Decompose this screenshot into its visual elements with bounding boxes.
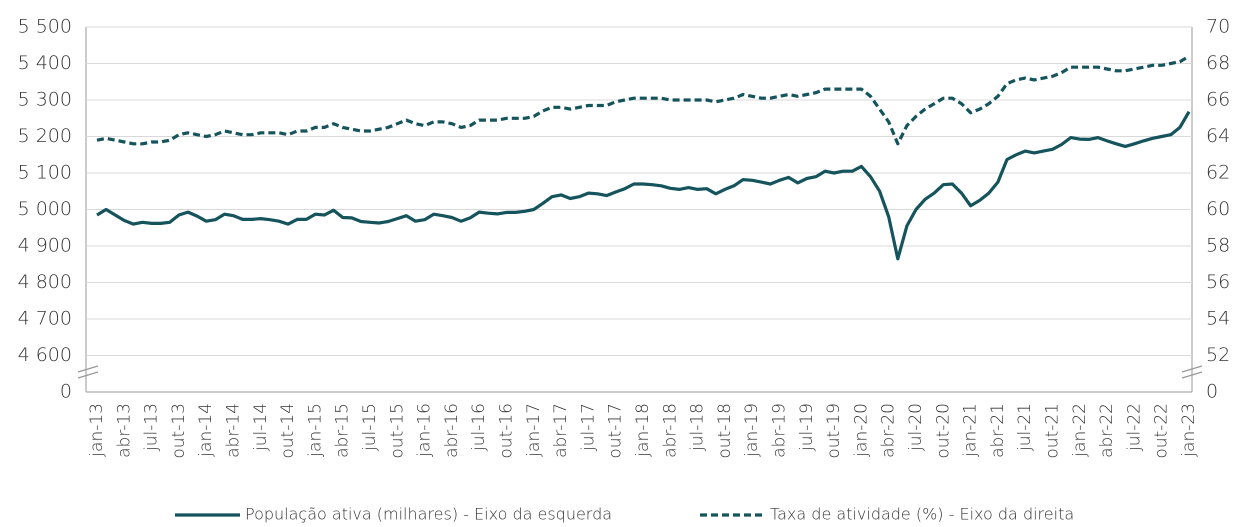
x-tick-label: out-19 [824,403,844,459]
y-tick-label: 5 300 [18,89,72,111]
y-tick-label: 5 500 [18,16,72,38]
y2-tick-label: 52 [1206,344,1230,366]
x-tick-label: jul-16 [469,403,489,452]
x-tick-label: jul-22 [1124,403,1144,452]
y-tick-label: 5 100 [18,162,72,184]
x-tick-label: jan-13 [87,403,107,458]
y-tick-label: 4 600 [18,344,72,366]
y-tick-label: 5 200 [18,125,72,147]
legend-label: Taxa de atividade (%) - Eixo da direita [770,505,1074,524]
x-tick-label: jan-14 [196,403,216,458]
x-tick-label: abr-14 [224,403,244,458]
y2-tick-label: 56 [1206,271,1230,293]
x-tick-label: jul-21 [1015,403,1035,452]
y2-tick-label: 64 [1206,125,1230,147]
y2-tick-label: 58 [1206,235,1230,257]
x-tick-label: abr-16 [442,403,462,458]
x-tick-label: out-14 [278,403,298,459]
x-tick-label: out-20 [933,403,953,459]
x-tick-label: jul-15 [360,403,380,452]
x-tick-label: abr-18 [660,403,680,458]
y-tick-label: 5 000 [18,198,72,220]
x-tick-label: jan-23 [1179,403,1199,458]
x-tick-label: out-16 [497,403,517,459]
x-tick-label: jul-20 [906,403,926,452]
y2-tick-label: 60 [1206,198,1230,220]
y2-tick-label: 68 [1206,52,1230,74]
x-tick-label: out-22 [1152,403,1172,459]
y-tick-label: 5 400 [18,52,72,74]
x-tick-label: abr-21 [988,403,1008,458]
y2-tick-label: 54 [1206,308,1230,330]
x-tick-label: jan-19 [742,403,762,458]
x-tick-label: jan-18 [633,403,653,458]
x-tick-label: abr-22 [1097,403,1117,458]
legend-label: População ativa (milhares) - Eixo da esq… [245,505,612,524]
x-tick-label: abr-15 [333,403,353,458]
axis-break [77,365,1203,379]
series-line [96,54,1190,146]
x-tick-label: jul-14 [251,403,271,452]
x-tick-label: out-13 [169,403,189,459]
x-tick-label: jul-17 [578,403,598,452]
x-tick-label: abr-17 [551,403,571,458]
y-tick-label: 4 700 [18,308,72,330]
y2-tick-label: 66 [1206,89,1230,111]
x-tick-label: jan-16 [415,403,435,458]
series-line [96,110,1191,261]
y2-tick-label: 70 [1206,16,1230,38]
x-tick-label: jul-19 [797,403,817,452]
x-tick-label: out-18 [715,403,735,459]
x-tick-label: abr-20 [879,403,899,458]
y-tick-label: 4 900 [18,235,72,257]
x-tick-label: jan-15 [305,403,325,458]
x-tick-label: out-17 [606,403,626,459]
x-tick-label: jan-21 [961,403,981,458]
x-tick-label: jan-17 [524,403,544,458]
x-tick-label: abr-13 [114,403,134,458]
x-tick-label: jan-20 [851,403,871,458]
x-tick-label: out-21 [1043,403,1063,459]
y-tick-label: 0 [60,381,72,403]
x-tick-label: abr-19 [770,403,790,458]
x-tick-label: out-15 [387,403,407,459]
x-tick-label: jan-22 [1070,403,1090,458]
x-tick-label: jul-13 [142,403,162,452]
y2-tick-label: 0 [1206,381,1218,403]
x-tick-label: jul-18 [688,403,708,452]
y-tick-label: 4 800 [18,271,72,293]
y2-tick-label: 62 [1206,162,1230,184]
